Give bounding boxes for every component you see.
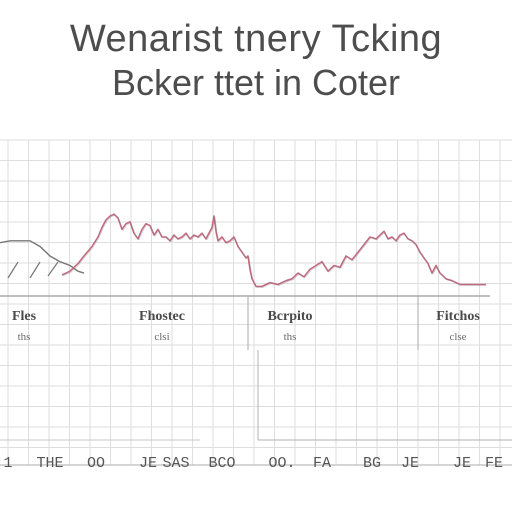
grid — [0, 139, 512, 466]
x-tick-label: SAS — [162, 455, 189, 472]
section-label: Bcrpito — [267, 309, 312, 324]
x-tick-label: JE — [139, 455, 157, 472]
chart-marks — [0, 213, 487, 288]
x-tick-label: OO. — [268, 455, 295, 472]
section-label: Fles — [12, 309, 37, 324]
x-tick-label: 1 — [3, 455, 12, 472]
x-tick-label: BG — [363, 455, 381, 472]
gray-series-line — [0, 240, 85, 274]
x-tick-label: JE — [453, 455, 471, 472]
section-sublabel: ths — [284, 331, 297, 343]
chart-title-line1: Wenarist tnery Tcking — [69, 18, 443, 60]
section-dividers — [0, 295, 512, 441]
x-tick-label: OO — [87, 455, 105, 472]
section-label: Fhostec — [139, 309, 185, 324]
section-label: Fitchos — [436, 309, 480, 324]
x-tick-label: JE — [401, 455, 419, 472]
x-axis-ticks: 1 THE OO JE SAS BCO OO. FA BG JE JE FE — [3, 455, 503, 472]
section-sublabel: ths — [18, 331, 31, 343]
series-shadow-0 — [62, 214, 487, 288]
section-sublabel: clse — [449, 331, 466, 343]
x-tick-label: THE — [36, 455, 63, 472]
x-tick-label: FA — [313, 455, 331, 472]
chart-title-line2: Bcker ttet in Coter — [111, 62, 401, 103]
x-tick-label: FE — [485, 455, 503, 472]
gray-series-detail — [7, 261, 59, 279]
section-labels: Fles ths Fhostec clsi Bcrpito ths Fitchos clse — [12, 309, 480, 343]
section-sublabel: clsi — [154, 331, 169, 343]
x-tick-label: BCO — [208, 455, 235, 472]
